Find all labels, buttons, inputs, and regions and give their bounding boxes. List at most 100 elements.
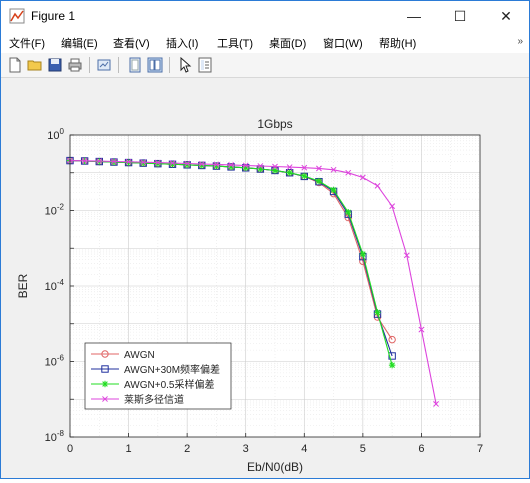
x-tick-label: 3 bbox=[243, 443, 249, 455]
minimize-icon: — bbox=[407, 8, 421, 24]
series-line bbox=[69, 160, 437, 405]
legend-label: AWGN+30M频率偏差 bbox=[124, 363, 220, 376]
data-point bbox=[315, 177, 323, 185]
data-point bbox=[183, 161, 191, 169]
close-icon: ✕ bbox=[500, 7, 512, 24]
legend-marker bbox=[101, 365, 109, 373]
x-axis-label: Eb/N0(dB) bbox=[247, 460, 303, 474]
y-tick-label: 10-8 bbox=[45, 429, 65, 444]
menu-edit[interactable]: 编辑(E) bbox=[61, 38, 98, 50]
data-point bbox=[330, 186, 337, 194]
toolbar-separator bbox=[89, 57, 90, 73]
data-point bbox=[418, 326, 425, 333]
series-rician bbox=[67, 157, 439, 407]
x-tick-label: 0 bbox=[67, 443, 73, 455]
data-point bbox=[374, 309, 381, 316]
data-point bbox=[388, 361, 396, 369]
menu-overflow-icon[interactable]: » bbox=[517, 36, 523, 47]
data-point bbox=[96, 158, 103, 165]
legend-label: 莱斯多径信道 bbox=[124, 393, 184, 406]
data-point bbox=[359, 250, 367, 258]
x-tick-label: 5 bbox=[360, 443, 366, 455]
toolbar bbox=[1, 53, 529, 78]
data-point bbox=[169, 160, 176, 166]
data-point bbox=[433, 401, 439, 407]
hide-plot-tools-icon[interactable] bbox=[127, 57, 143, 73]
matlab-figure-icon bbox=[9, 8, 25, 24]
data-point bbox=[374, 182, 381, 189]
data-point bbox=[286, 164, 293, 171]
x-tick-label: 4 bbox=[301, 443, 307, 455]
data-point bbox=[388, 352, 396, 360]
data-point bbox=[345, 209, 352, 216]
menu-tools[interactable]: 工具(T) bbox=[217, 38, 254, 50]
data-point bbox=[403, 252, 410, 259]
maximize-button[interactable]: ☐ bbox=[437, 1, 483, 31]
data-point bbox=[81, 157, 88, 164]
maximize-icon: ☐ bbox=[453, 7, 467, 24]
tick-layer: 0 1 2 3 4 5 6 7 100 10-2 10-4 10-6 10-8 bbox=[45, 127, 483, 455]
y-axis-label: BER bbox=[16, 273, 30, 298]
y-tick-label: 10-6 bbox=[45, 354, 65, 369]
title-bar[interactable]: Figure 1 — ☐ ✕ bbox=[1, 1, 529, 31]
data-point bbox=[125, 159, 132, 166]
minimize-button[interactable]: — bbox=[391, 1, 437, 31]
open-file-icon[interactable] bbox=[27, 57, 43, 73]
toolbar-separator bbox=[118, 57, 119, 73]
data-point bbox=[257, 165, 264, 173]
chart-title: 1Gbps bbox=[257, 117, 292, 131]
data-point bbox=[140, 159, 147, 166]
data-point bbox=[140, 159, 147, 167]
data-point bbox=[111, 158, 117, 165]
save-icon[interactable] bbox=[47, 57, 63, 73]
print-icon[interactable] bbox=[67, 57, 83, 73]
edit-plot-icon[interactable] bbox=[177, 57, 193, 73]
new-figure-icon[interactable] bbox=[7, 57, 23, 73]
data-point bbox=[228, 162, 234, 168]
menu-file[interactable]: 文件(F) bbox=[9, 38, 46, 50]
toolbar-separator bbox=[169, 57, 170, 73]
x-tick-label: 1 bbox=[126, 443, 132, 455]
data-point bbox=[271, 167, 279, 174]
legend-label: AWGN+0.5采样偏差 bbox=[124, 378, 214, 391]
data-point bbox=[272, 163, 278, 170]
data-point bbox=[359, 174, 366, 181]
menu-desktop[interactable]: 桌面(D) bbox=[269, 38, 307, 50]
data-point bbox=[389, 203, 396, 210]
data-point bbox=[213, 161, 220, 168]
legend-label: AWGN bbox=[124, 350, 155, 361]
show-plot-tools-icon[interactable] bbox=[147, 57, 163, 73]
data-point bbox=[286, 169, 293, 176]
menu-view[interactable]: 查看(V) bbox=[113, 38, 150, 50]
y-tick-label: 10-2 bbox=[45, 203, 65, 218]
ber-chart: 0 1 2 3 4 5 6 7 100 10-2 10-4 10-6 10-8 1Gbps Eb/N0(… bbox=[16, 117, 483, 474]
menu-help[interactable]: 帮助(H) bbox=[379, 38, 417, 50]
close-button[interactable]: ✕ bbox=[483, 1, 529, 31]
property-inspector-icon[interactable] bbox=[197, 57, 213, 73]
data-point bbox=[316, 165, 322, 172]
menu-window[interactable]: 窗口(W) bbox=[323, 38, 363, 50]
y-tick-label: 10-4 bbox=[45, 278, 65, 293]
data-point bbox=[154, 159, 161, 166]
data-point bbox=[330, 166, 337, 173]
series-layer bbox=[66, 156, 439, 407]
legend-marker bbox=[102, 396, 108, 402]
data-point bbox=[184, 160, 191, 167]
data-point bbox=[301, 164, 308, 171]
data-point bbox=[257, 163, 264, 169]
x-tick-label: 7 bbox=[477, 443, 483, 455]
x-tick-label: 6 bbox=[418, 443, 424, 455]
menu-bar: 文件(F) 编辑(E) 查看(V) 插入(I) 工具(T) 桌面(D) 窗口(W… bbox=[1, 31, 529, 53]
x-tick-label: 2 bbox=[184, 443, 190, 455]
data-point bbox=[198, 162, 205, 169]
data-point bbox=[242, 162, 249, 169]
figure-canvas: 0 1 2 3 4 5 6 7 100 10-2 10-4 10-6 10-8 1Gbps Eb/N0(… bbox=[1, 78, 529, 478]
data-point bbox=[169, 161, 176, 168]
y-tick-label: 100 bbox=[47, 127, 64, 142]
data-point bbox=[198, 161, 205, 167]
menu-insert[interactable]: 插入(I) bbox=[166, 38, 199, 50]
data-point bbox=[388, 335, 396, 344]
link-plot-icon[interactable] bbox=[96, 57, 112, 73]
